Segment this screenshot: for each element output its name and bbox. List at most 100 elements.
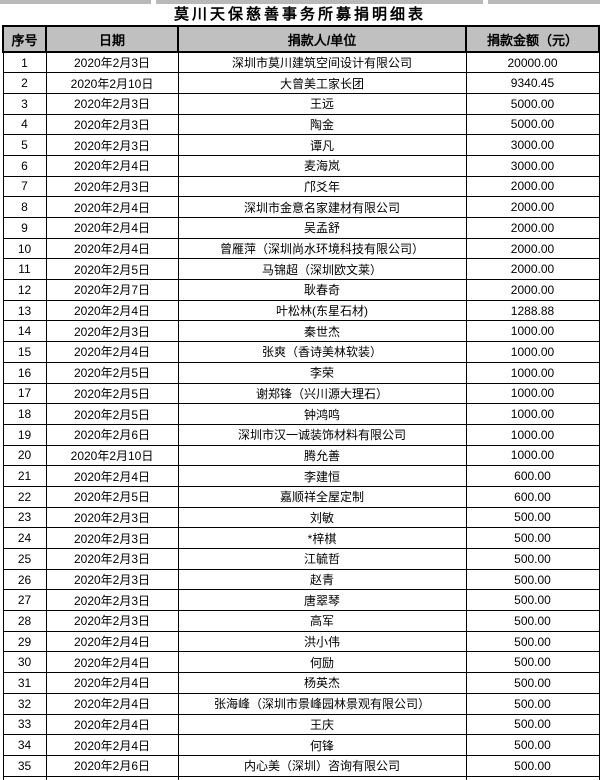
table-row: 22 2020年2月5日 嘉顺祥全屋定制 600.00: [2, 485, 600, 508]
cell-seq: 23: [2, 506, 47, 529]
cell-date: 2020年2月10日: [45, 72, 179, 94]
cell-amount: 9340.45: [465, 72, 600, 94]
cell-date: [45, 775, 179, 780]
cell-date: 2020年2月3日: [45, 320, 179, 343]
cell-seq: 20: [2, 444, 47, 467]
header-seq: 序号: [2, 25, 47, 53]
cell-seq: 30: [2, 651, 47, 674]
cell-donor: 张海峰（深圳市景峰园林景观有限公司）: [177, 692, 467, 715]
cell-date: 2020年2月3日: [45, 175, 179, 198]
cell-seq: 27: [2, 589, 47, 612]
cell-amount: 3000.00: [465, 134, 600, 156]
cell-seq: 4: [2, 113, 47, 136]
cell-amount: 2000.00: [465, 279, 600, 301]
cell-seq: 9: [2, 217, 47, 239]
cell-donor: 高军: [177, 610, 467, 632]
cell-date: 2020年2月3日: [45, 610, 179, 632]
cell-seq: 34: [2, 734, 47, 756]
cell-amount: [465, 775, 600, 780]
header-date: 日期: [45, 25, 179, 53]
cell-amount: 1000.00: [465, 403, 600, 425]
cell-donor: 何锋: [177, 734, 467, 756]
header-donor: 捐款人/单位: [177, 25, 467, 53]
cell-seq: 15: [2, 341, 47, 363]
cell-donor: 内心美（深圳）咨询有限公司: [177, 754, 467, 777]
cell-donor: 大曾美工家长团: [177, 72, 467, 94]
cell-amount: 500.00: [465, 734, 600, 756]
grid-gap: [151, 0, 156, 4]
cell-amount: 500.00: [465, 754, 600, 777]
cell-donor: 麦海岚: [177, 154, 467, 177]
cell-donor: 深圳市金意名家建材有限公司: [177, 196, 467, 218]
cell-seq: 6: [2, 154, 47, 177]
grid-gap: [483, 0, 488, 4]
table-row: 9 2020年2月4日 吴孟舒 2000.00: [2, 217, 600, 239]
cell-donor: 唐翠琴: [177, 589, 467, 612]
cell-date: 2020年2月5日: [45, 258, 179, 281]
cell-date: 2020年2月3日: [45, 134, 179, 156]
cell-donor: 刘敏: [177, 506, 467, 529]
cell-donor: 耿春奇: [177, 279, 467, 301]
table-row: 33 2020年2月4日 王庆 500.00: [2, 713, 600, 736]
cell-date: 2020年2月4日: [45, 651, 179, 674]
cell-date: 2020年2月5日: [45, 361, 179, 384]
cell-donor: 王远: [177, 92, 467, 115]
cell-seq: 18: [2, 403, 47, 425]
cell-date: 2020年2月4日: [45, 196, 179, 218]
cell-seq: 11: [2, 258, 47, 281]
cell-donor: 张爽（香诗美林软装）: [177, 341, 467, 363]
cell-seq: 31: [2, 672, 47, 694]
cell-amount: 500.00: [465, 713, 600, 736]
cell-date: 2020年2月4日: [45, 154, 179, 177]
cell-date: 2020年2月3日: [45, 589, 179, 612]
cell-seq: 21: [2, 465, 47, 487]
cell-amount: 1000.00: [465, 320, 600, 343]
cell-seq: 3: [2, 92, 47, 115]
table-row: 2 2020年2月10日 大曾美工家长团 9340.45: [2, 72, 600, 94]
cell-donor: 赵青: [177, 568, 467, 591]
cell-seq: 16: [2, 361, 47, 384]
table-row: 3 2020年2月3日 王远 5000.00: [2, 92, 600, 115]
table-row: 6 2020年2月4日 麦海岚 3000.00: [2, 154, 600, 177]
cell-amount: 1000.00: [465, 382, 600, 405]
table-row: 32 2020年2月4日 张海峰（深圳市景峰园林景观有限公司） 500.00: [2, 692, 600, 715]
cell-date: 2020年2月3日: [45, 568, 179, 591]
table-row: 21 2020年2月4日 李建恒 600.00: [2, 465, 600, 487]
cell-date: 2020年2月6日: [45, 423, 179, 446]
cell-seq: 17: [2, 382, 47, 405]
cell-donor: 陶金: [177, 113, 467, 136]
table-row: 7 2020年2月3日 邝爻年 2000.00: [2, 175, 600, 198]
cell-amount: 500.00: [465, 651, 600, 674]
cell-seq: 14: [2, 320, 47, 343]
cell-seq: 12: [2, 279, 47, 301]
cell-date: 2020年2月3日: [45, 51, 179, 74]
cell-amount: 500.00: [465, 527, 600, 549]
cell-donor: 江毓哲: [177, 548, 467, 570]
table-row: 34 2020年2月4日 何锋 500.00: [2, 734, 600, 756]
cell-date: 2020年2月5日: [45, 382, 179, 405]
table-row: 25 2020年2月3日 江毓哲 500.00: [2, 548, 600, 570]
table-row: 5 2020年2月3日 谭凡 3000.00: [2, 134, 600, 156]
cell-donor: *梓棋: [177, 527, 467, 549]
cell-donor: 曾雁萍（深圳尚水环境科技有限公司）: [177, 237, 467, 260]
cell-donor: 叶松林(东星石材): [177, 299, 467, 322]
cell-amount: 600.00: [465, 465, 600, 487]
table-header-row: 序号 日期 捐款人/单位 捐款金额（元）: [2, 25, 600, 53]
cell-donor: 谢郑锋（兴川源大理石）: [177, 382, 467, 405]
table-row: [2, 775, 600, 780]
table-row: 30 2020年2月4日 何励 500.00: [2, 651, 600, 674]
cell-amount: 2000.00: [465, 258, 600, 281]
table-row: 13 2020年2月4日 叶松林(东星石材) 1288.88: [2, 299, 600, 322]
cell-donor: 深圳市汉一诚装饰材料有限公司: [177, 423, 467, 446]
page-title: 莫川天保慈善事务所募捐明细表: [2, 4, 598, 25]
table-row: 11 2020年2月5日 马锦超（深圳欧文莱） 2000.00: [2, 258, 600, 281]
cell-seq: 10: [2, 237, 47, 260]
cell-seq: 5: [2, 134, 47, 156]
cell-donor: 腾允善: [177, 444, 467, 467]
header-amount: 捐款金额（元）: [465, 25, 600, 53]
cell-amount: 500.00: [465, 672, 600, 694]
cell-date: 2020年2月4日: [45, 672, 179, 694]
cell-date: 2020年2月4日: [45, 465, 179, 487]
cell-donor: 秦世杰: [177, 320, 467, 343]
cell-amount: 500.00: [465, 548, 600, 570]
